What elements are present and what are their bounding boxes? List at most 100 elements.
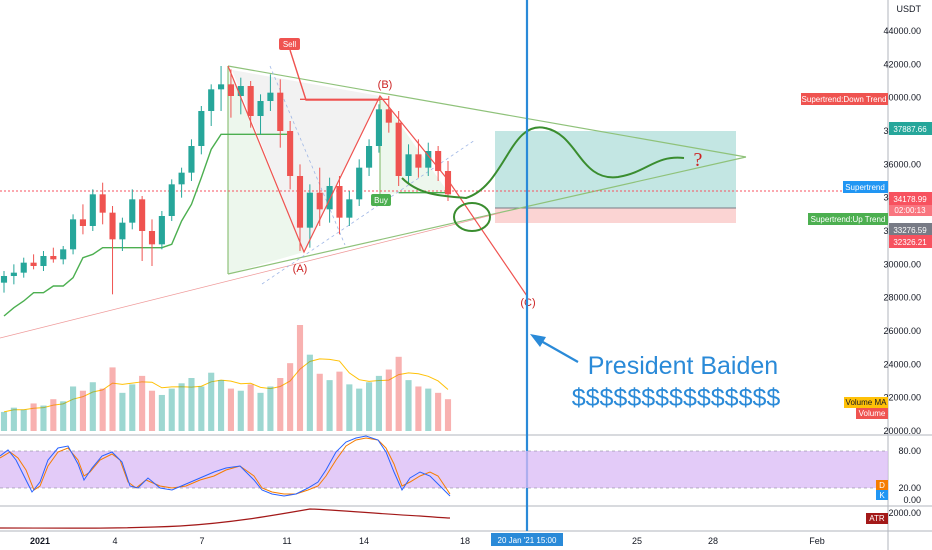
- tag-supertrend-bg: [843, 181, 888, 193]
- x-tick-label: 11: [282, 536, 291, 546]
- volume-bar: [60, 401, 67, 431]
- y-tick-label: 20000.00: [883, 426, 921, 436]
- volume-bar: [30, 403, 37, 431]
- volume-bar: [99, 388, 106, 431]
- time-axis-ticks: 2021 4 7 11 14 18 25 28 Feb: [30, 536, 825, 546]
- y-tick-label: 22000.00: [883, 393, 921, 403]
- candle-body: [287, 131, 294, 176]
- tag-stop-price-bg: [889, 223, 932, 236]
- candle-body: [375, 109, 382, 146]
- volume-bar: [346, 384, 353, 431]
- stoch-tag-d: D: [879, 481, 885, 490]
- target-zone: [495, 131, 736, 208]
- candle-body: [346, 199, 353, 218]
- atr-tag: ATR: [869, 514, 885, 523]
- stoch-tick-80: 80.00: [898, 446, 921, 456]
- volume-bar: [168, 388, 175, 431]
- candle-body: [356, 167, 363, 200]
- candle-body: [89, 194, 96, 226]
- triangle-upper-line: [227, 65, 747, 158]
- volume-bar: [267, 386, 274, 431]
- volume-bar: [148, 390, 156, 431]
- projection-curve: [401, 126, 685, 200]
- volume-ma-path: [3, 358, 449, 413]
- candle-body: [336, 186, 343, 218]
- volume-bars: [0, 325, 452, 431]
- candle-body: [444, 171, 452, 195]
- x-tick-label: Feb: [809, 536, 825, 546]
- volume-bar: [40, 405, 47, 431]
- stoch-tag-d-bg: [876, 480, 888, 490]
- x-tick-label: 25: [632, 536, 642, 546]
- volume-bar: [0, 411, 8, 431]
- volume-bar: [395, 356, 402, 431]
- volume-bar: [129, 384, 136, 431]
- candle-body: [30, 262, 37, 266]
- annotation-dollars: $$$$$$$$$$$$$$$: [572, 384, 781, 412]
- candle-body: [247, 86, 254, 116]
- candle-body: [395, 122, 402, 176]
- candle-body: [158, 216, 165, 245]
- candle-body: [385, 109, 392, 123]
- volume-bar: [405, 380, 412, 431]
- buy-badge: [371, 194, 391, 206]
- candle-body: [277, 92, 284, 131]
- stop-zone: [495, 208, 736, 223]
- candle-body: [99, 194, 106, 213]
- tag-supertrend-up: Supertrend:Up Trend: [811, 215, 886, 224]
- x-tick-label: 4: [112, 536, 117, 546]
- volume-bar: [336, 371, 343, 431]
- candle-body: [168, 184, 175, 216]
- volume-bar: [444, 399, 452, 431]
- volume-bar: [326, 380, 333, 431]
- tag-countdown-bg: [889, 204, 932, 216]
- tag-countdown: 02:00:13: [894, 206, 926, 215]
- tag-supertrend-down: Supertrend:Down Trend: [802, 95, 887, 104]
- candle-body: [109, 212, 116, 240]
- candle-body: [60, 249, 67, 260]
- volume-bar: [306, 354, 313, 431]
- stoch-tag-k: K: [879, 491, 885, 500]
- volume-bar: [237, 390, 244, 431]
- candle-body: [178, 172, 185, 185]
- candle-body: [50, 256, 57, 260]
- y-tick-label: 30000.00: [883, 259, 921, 269]
- volume-bar: [287, 363, 294, 431]
- tag-supertrend-down-bg: [801, 93, 888, 105]
- candle-body: [257, 101, 264, 116]
- candle-body: [208, 89, 215, 111]
- volume-bar: [10, 407, 17, 431]
- buy-label: Buy: [374, 196, 388, 205]
- y-tick-label: 44000.00: [883, 26, 921, 36]
- triangle-shade-middle: [232, 70, 380, 252]
- candle-body: [129, 199, 136, 223]
- tag-stop-price: 33276.59: [893, 226, 927, 235]
- y-tick-label: 40000.00: [883, 93, 921, 103]
- tag-low-price-bg: [889, 235, 932, 248]
- volume-bar: [385, 369, 392, 431]
- volume-ma-line: [3, 358, 449, 413]
- candle-body: [435, 151, 442, 171]
- candle-body: [188, 146, 195, 173]
- volume-bar: [70, 386, 77, 431]
- triangle-lower-line: [227, 156, 747, 275]
- candle-body: [139, 199, 146, 231]
- volume-bar: [89, 382, 96, 431]
- atr-tag-bg: [866, 513, 888, 524]
- x-tick-label: 28: [708, 536, 718, 546]
- trend-ray-dashed: [261, 139, 476, 285]
- volume-bar: [20, 409, 27, 431]
- volume-bar: [277, 378, 284, 431]
- stoch-k-line: [0, 435, 451, 497]
- volume-bar: [79, 390, 86, 431]
- tag-price-high: 37887.66: [893, 125, 927, 134]
- y-tick-label: 36000.00: [883, 159, 921, 169]
- volume-bar: [257, 392, 264, 431]
- volume-bar: [208, 372, 215, 431]
- candle-body: [296, 176, 304, 228]
- candle-body: [218, 84, 225, 90]
- x-tick-label: 7: [199, 536, 204, 546]
- candle-body: [40, 256, 47, 266]
- tag-supertrend: Supertrend: [845, 183, 885, 192]
- volume-bar: [366, 382, 373, 431]
